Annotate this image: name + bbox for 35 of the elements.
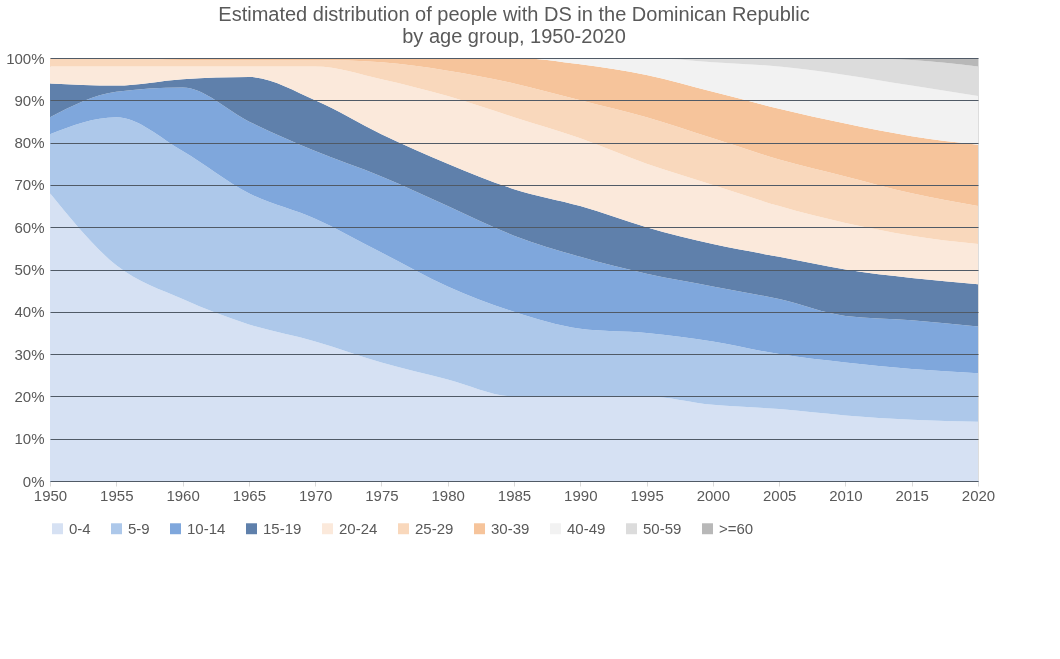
x-tick-label: 1960 [166, 486, 200, 504]
x-tick-label: 1975 [365, 486, 399, 504]
legend-label: 25-29 [415, 519, 454, 537]
y-tick-label: 30% [14, 345, 45, 363]
legend-label: 0-4 [69, 519, 91, 537]
x-tick-label: 1955 [100, 486, 134, 504]
x-tick-label: 1990 [564, 486, 598, 504]
x-tick-label: 2000 [696, 486, 731, 504]
legend-label: 10-14 [187, 519, 226, 537]
x-tick-label: 2005 [762, 486, 797, 504]
legend-label: 15-19 [263, 519, 302, 537]
legend-label: 20-24 [339, 519, 378, 537]
y-tick-label: 60% [14, 218, 45, 236]
legend-label: 40-49 [567, 519, 606, 537]
y-tick-label: 70% [14, 176, 45, 194]
legend-label: 50-59 [643, 519, 682, 537]
x-tick-label: 1970 [298, 486, 333, 504]
x-tick-label: 1985 [497, 486, 532, 504]
chart-title: Estimated distribution of people with DS in the Dominican Republic by age group, 1950-2020 [218, 3, 810, 47]
y-tick-label: 10% [14, 430, 45, 448]
x-tick-label: 1965 [232, 486, 267, 504]
x-tick-label: 1980 [431, 486, 465, 504]
x-tick-label: 2020 [961, 486, 996, 504]
legend-label: >=60 [719, 519, 754, 537]
y-tick-label: 40% [14, 303, 45, 321]
y-tick-label: 100% [6, 49, 45, 67]
y-tick-label: 20% [14, 387, 45, 405]
x-tick-label: 1995 [630, 486, 664, 504]
legend-label: 30-39 [491, 519, 530, 537]
x-tick-label: 2010 [829, 486, 863, 504]
y-tick-label: 50% [14, 261, 45, 278]
x-tick-label: 2015 [895, 486, 929, 504]
y-tick-label: 80% [14, 134, 45, 152]
legend-label: 5-9 [128, 519, 150, 537]
y-tick-label: 90% [14, 91, 45, 109]
